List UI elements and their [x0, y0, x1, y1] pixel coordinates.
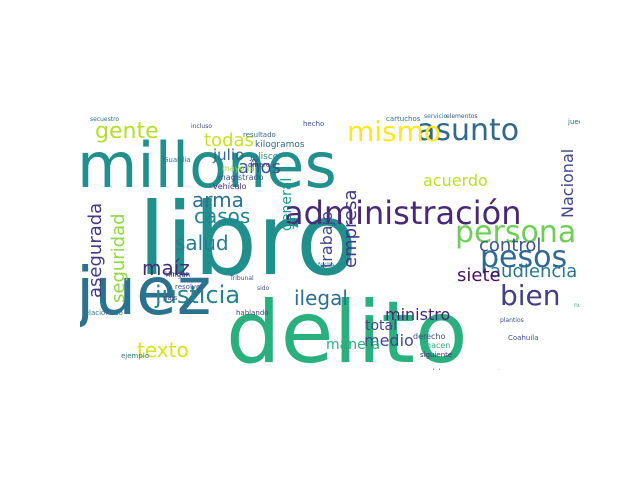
word-42: vehículo	[213, 182, 247, 191]
word-38: Jalisco	[250, 152, 279, 162]
word-0: millones	[80, 129, 337, 202]
word-51: hacen	[426, 341, 451, 350]
word-14: todas	[204, 130, 254, 151]
word-50: plantios	[500, 317, 524, 324]
word-7: mismo	[347, 115, 442, 148]
word-48: jueces	[568, 118, 580, 126]
word-32: empresa	[340, 189, 361, 268]
word-60: resolver	[175, 283, 204, 291]
word-57: secuestro	[90, 116, 120, 123]
word-23: audiencia	[490, 261, 578, 282]
word-20: texto	[137, 338, 189, 362]
word-49: Coahuila	[508, 334, 539, 342]
word-25: acuerdo	[423, 171, 488, 190]
word-53: derecho	[413, 332, 446, 341]
word-cloud: millones libro delito juez administración per…	[80, 108, 580, 370]
word-16: arma	[192, 188, 244, 212]
word-41: dinero	[248, 161, 271, 169]
word-61: ningún	[166, 271, 191, 279]
word-26: ministro	[385, 305, 451, 324]
word-11: gente	[95, 119, 159, 144]
word-39: kilogramos	[255, 140, 305, 150]
word-47: elementos	[446, 113, 478, 120]
word-56: Unidos	[165, 270, 189, 278]
word-46: servicio	[424, 113, 448, 120]
word-2: delito	[226, 283, 468, 370]
word-44: hablando	[236, 309, 269, 317]
word-15: años	[238, 157, 281, 178]
word-64: sido	[257, 285, 270, 292]
word-30: julio	[213, 146, 245, 164]
word-67: debe	[430, 369, 448, 371]
word-13: seguridad	[108, 213, 129, 303]
word-21: ilegal	[294, 286, 348, 310]
word-31: Nacional	[558, 148, 577, 218]
word-24: siete	[457, 265, 501, 286]
word-54: relacionado	[82, 309, 123, 317]
word-43: fecha	[318, 262, 335, 269]
word-52: siguiente	[420, 351, 453, 359]
word-40: resultado	[243, 131, 276, 139]
word-1: libro	[138, 181, 358, 298]
word-55: ejemplo	[121, 352, 150, 360]
word-45: cartuchos	[386, 115, 421, 123]
word-66: nueva	[574, 302, 580, 309]
word-28: total	[365, 318, 398, 334]
word-35: Guardia	[163, 156, 191, 164]
word-33: trabajo	[317, 211, 336, 268]
word-29: manera	[326, 337, 381, 353]
word-37: mayoría	[222, 164, 255, 173]
word-19: maíz	[142, 256, 190, 280]
word-4: administración	[284, 194, 522, 232]
word-27: medio	[364, 331, 414, 350]
word-10: justicia	[155, 281, 241, 309]
word-6: asunto	[417, 113, 520, 148]
word-58: incluso	[191, 123, 213, 130]
word-18: salud	[175, 231, 229, 255]
word-3: juez	[80, 253, 212, 330]
word-36: magistrado	[218, 173, 264, 182]
word-9: bien	[500, 279, 561, 312]
word-8: pesos	[480, 240, 568, 275]
word-12: asegurada	[85, 202, 106, 298]
word-63: Tribunal	[230, 275, 254, 282]
word-59: hecho	[303, 120, 325, 128]
word-34: general	[279, 177, 295, 231]
word-5: persona	[455, 215, 577, 250]
word-62: país	[163, 294, 178, 302]
word-22: control	[479, 235, 542, 256]
word-17: casos	[194, 204, 251, 228]
